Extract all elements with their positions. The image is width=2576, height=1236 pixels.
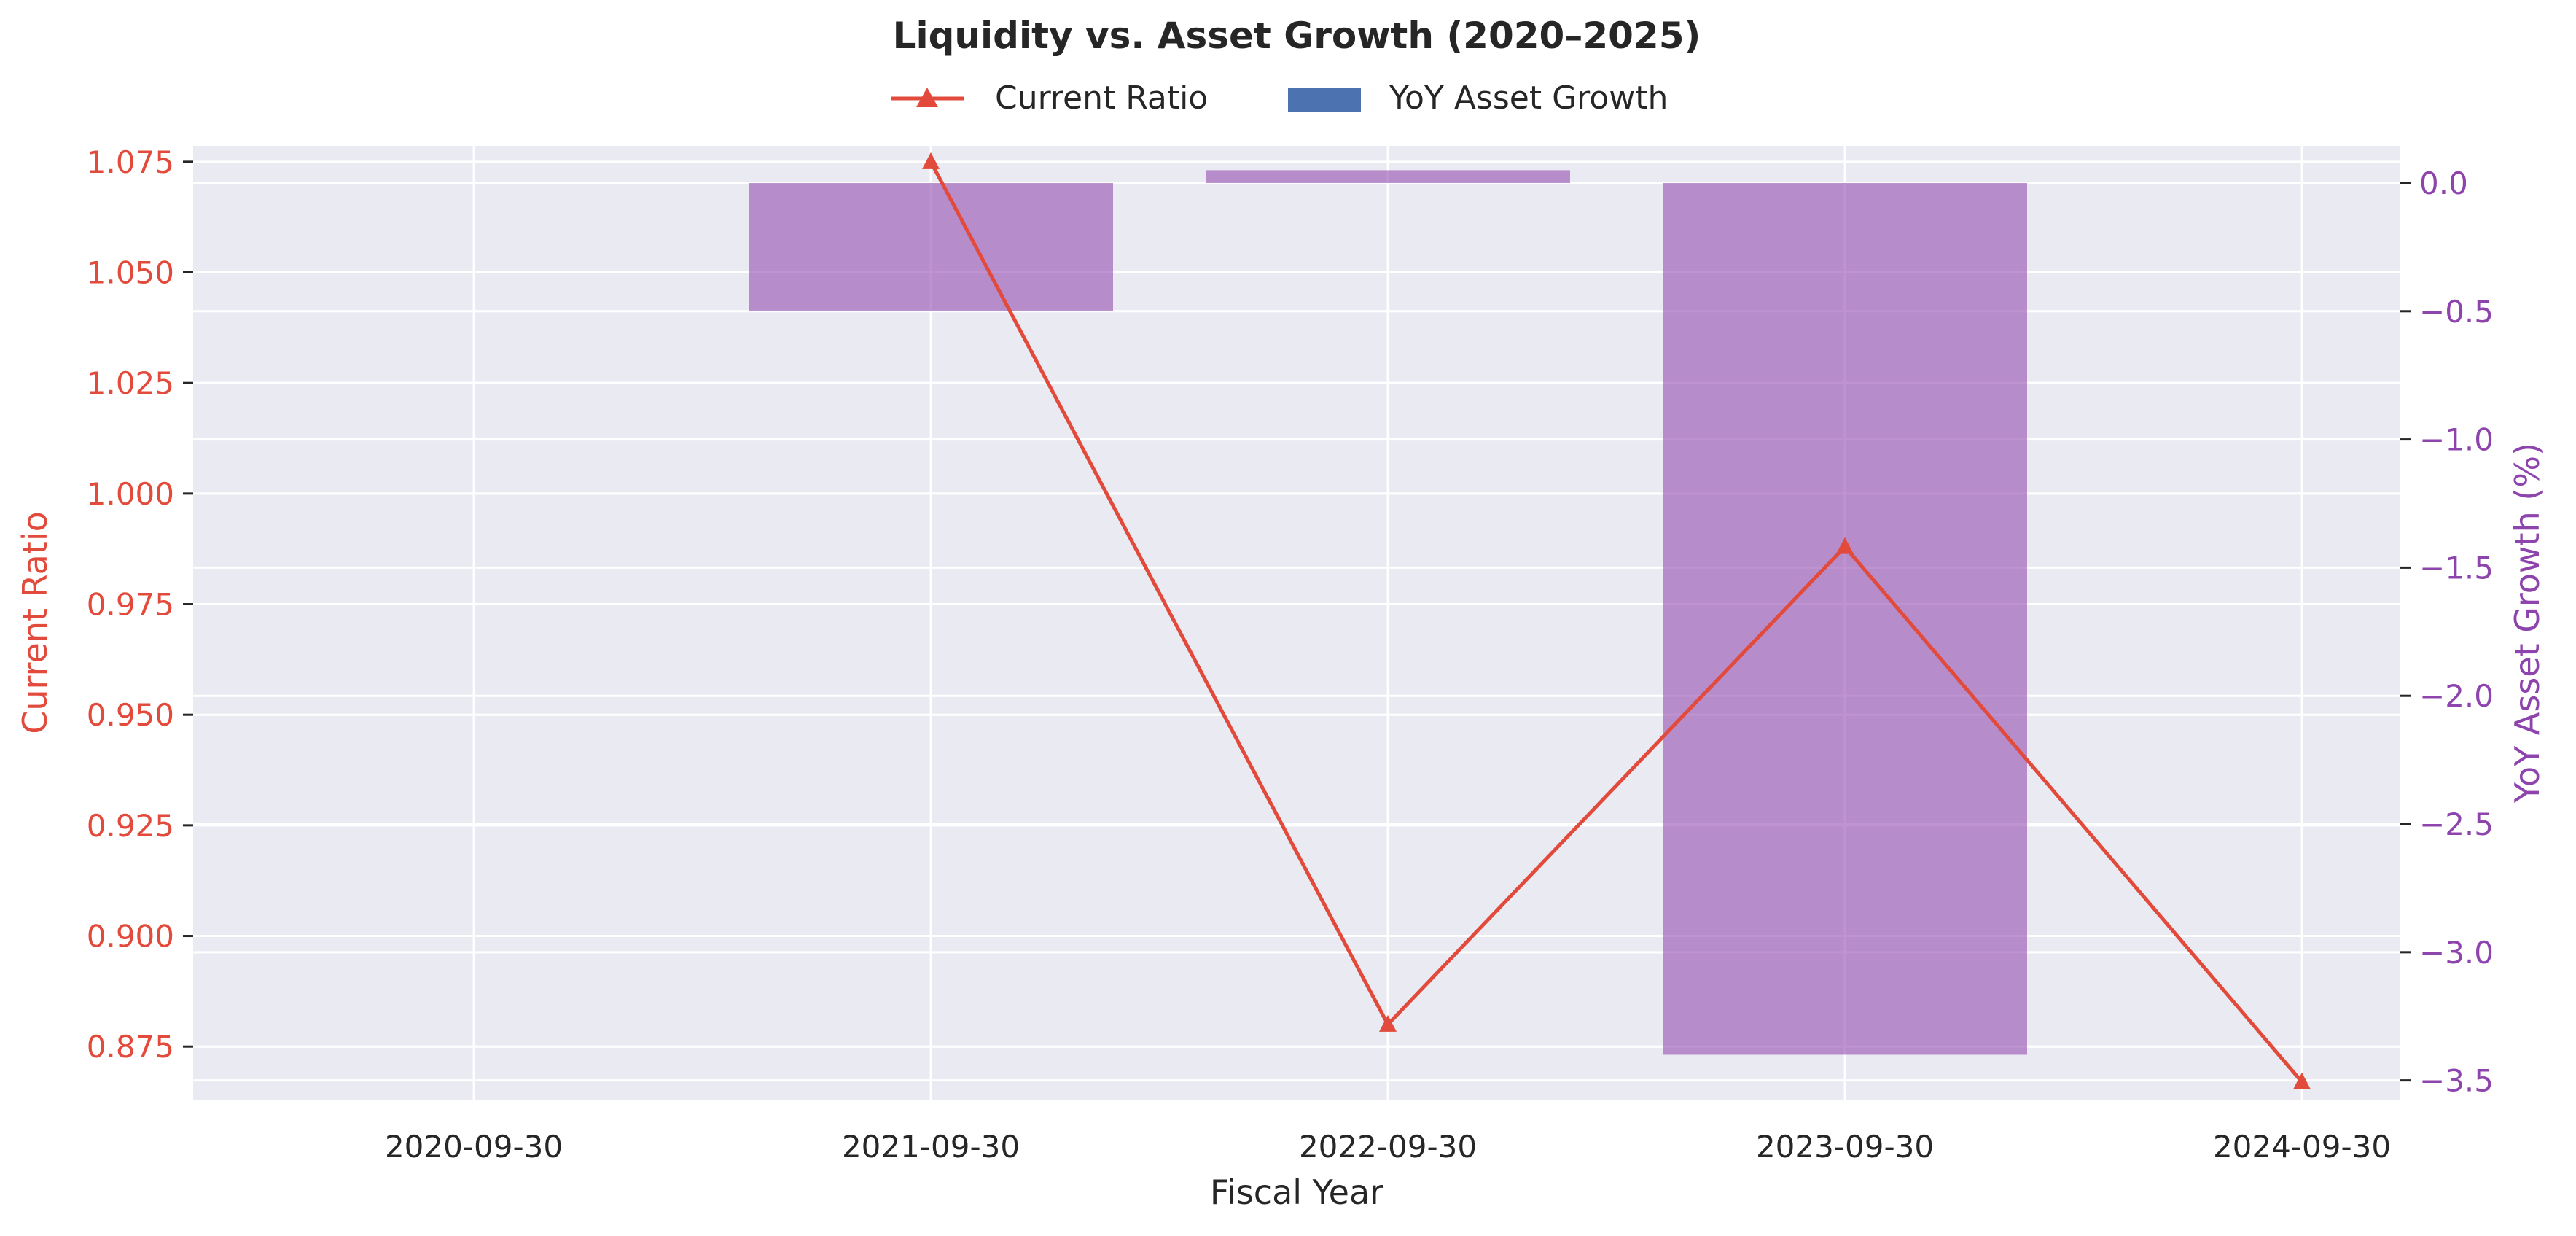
left-y-tick-label: 0.975 (87, 587, 174, 623)
x-tick-label: 2024-09-30 (2213, 1129, 2391, 1165)
x-ticks: 2020-09-30 2021-09-30 2022-09-30 2023-09-30… (385, 1129, 2391, 1165)
left-y-tick-label: 1.075 (87, 144, 174, 180)
legend-bar-swatch (1288, 88, 1361, 112)
left-y-tick-label: 0.950 (87, 697, 174, 733)
current-ratio-marker (1379, 1014, 1397, 1032)
left-y-tick-label: 0.900 (87, 919, 174, 955)
x-tick-label: 2023-09-30 (1756, 1129, 1934, 1165)
bar-series (749, 170, 2027, 1055)
x-axis-label: Fiscal Year (1210, 1173, 1383, 1212)
legend: Current Ratio YoY Asset Growth (891, 79, 1668, 117)
x-tick-label: 2020-09-30 (385, 1129, 563, 1165)
left-y-gridlines (193, 160, 2400, 1048)
left-y-tick-label: 0.925 (87, 808, 174, 844)
left-y-axis-label: Current Ratio (15, 511, 55, 734)
current-ratio-marker (1836, 537, 1854, 554)
right-y-tick-label: −3.0 (2419, 935, 2494, 971)
current-ratio-line (929, 160, 2303, 1084)
left-y-tick-label: 1.025 (87, 365, 174, 401)
legend-triangle-marker (916, 88, 938, 107)
right-y-axis-label: YoY Asset Growth (%) (2507, 443, 2547, 804)
plot-background (193, 146, 2400, 1100)
right-y-tick-label: −0.5 (2419, 294, 2494, 330)
right-y-tick-label: 0.0 (2419, 166, 2468, 201)
left-y-tick-label: 1.000 (87, 476, 174, 512)
right-y-tick-label: −1.0 (2419, 422, 2494, 458)
right-y-tick-label: −1.5 (2419, 550, 2494, 586)
left-y-ticks: 0.875 0.900 0.925 0.950 0.975 1.000 1.025 1.050… (87, 144, 193, 1065)
right-y-tick-label: −2.5 (2419, 806, 2494, 842)
asset-growth-bar (1206, 170, 1570, 183)
left-y-tick-label: 1.050 (87, 255, 174, 291)
right-y-tick-label: −3.5 (2419, 1063, 2494, 1099)
x-tick-label: 2022-09-30 (1299, 1129, 1477, 1165)
current-ratio-marker (2293, 1072, 2311, 1089)
legend-label-asset-growth: YoY Asset Growth (1389, 79, 1668, 117)
asset-growth-bar (749, 182, 1113, 311)
asset-growth-bar (1663, 182, 2027, 1055)
legend-label-current-ratio: Current Ratio (995, 79, 1208, 117)
left-y-tick-label: 0.875 (87, 1029, 174, 1065)
current-ratio-marker (922, 152, 940, 169)
x-tick-label: 2021-09-30 (842, 1129, 1020, 1165)
right-y-tick-label: −2.0 (2419, 678, 2494, 714)
chart-title: Liquidity vs. Asset Growth (2020–2025) (893, 15, 1701, 57)
line-series (922, 152, 2311, 1089)
right-y-ticks: −3.5 −3.0 −2.5 −2.0 −1.5 −1.0 −0.5 0.0 (2400, 166, 2494, 1099)
